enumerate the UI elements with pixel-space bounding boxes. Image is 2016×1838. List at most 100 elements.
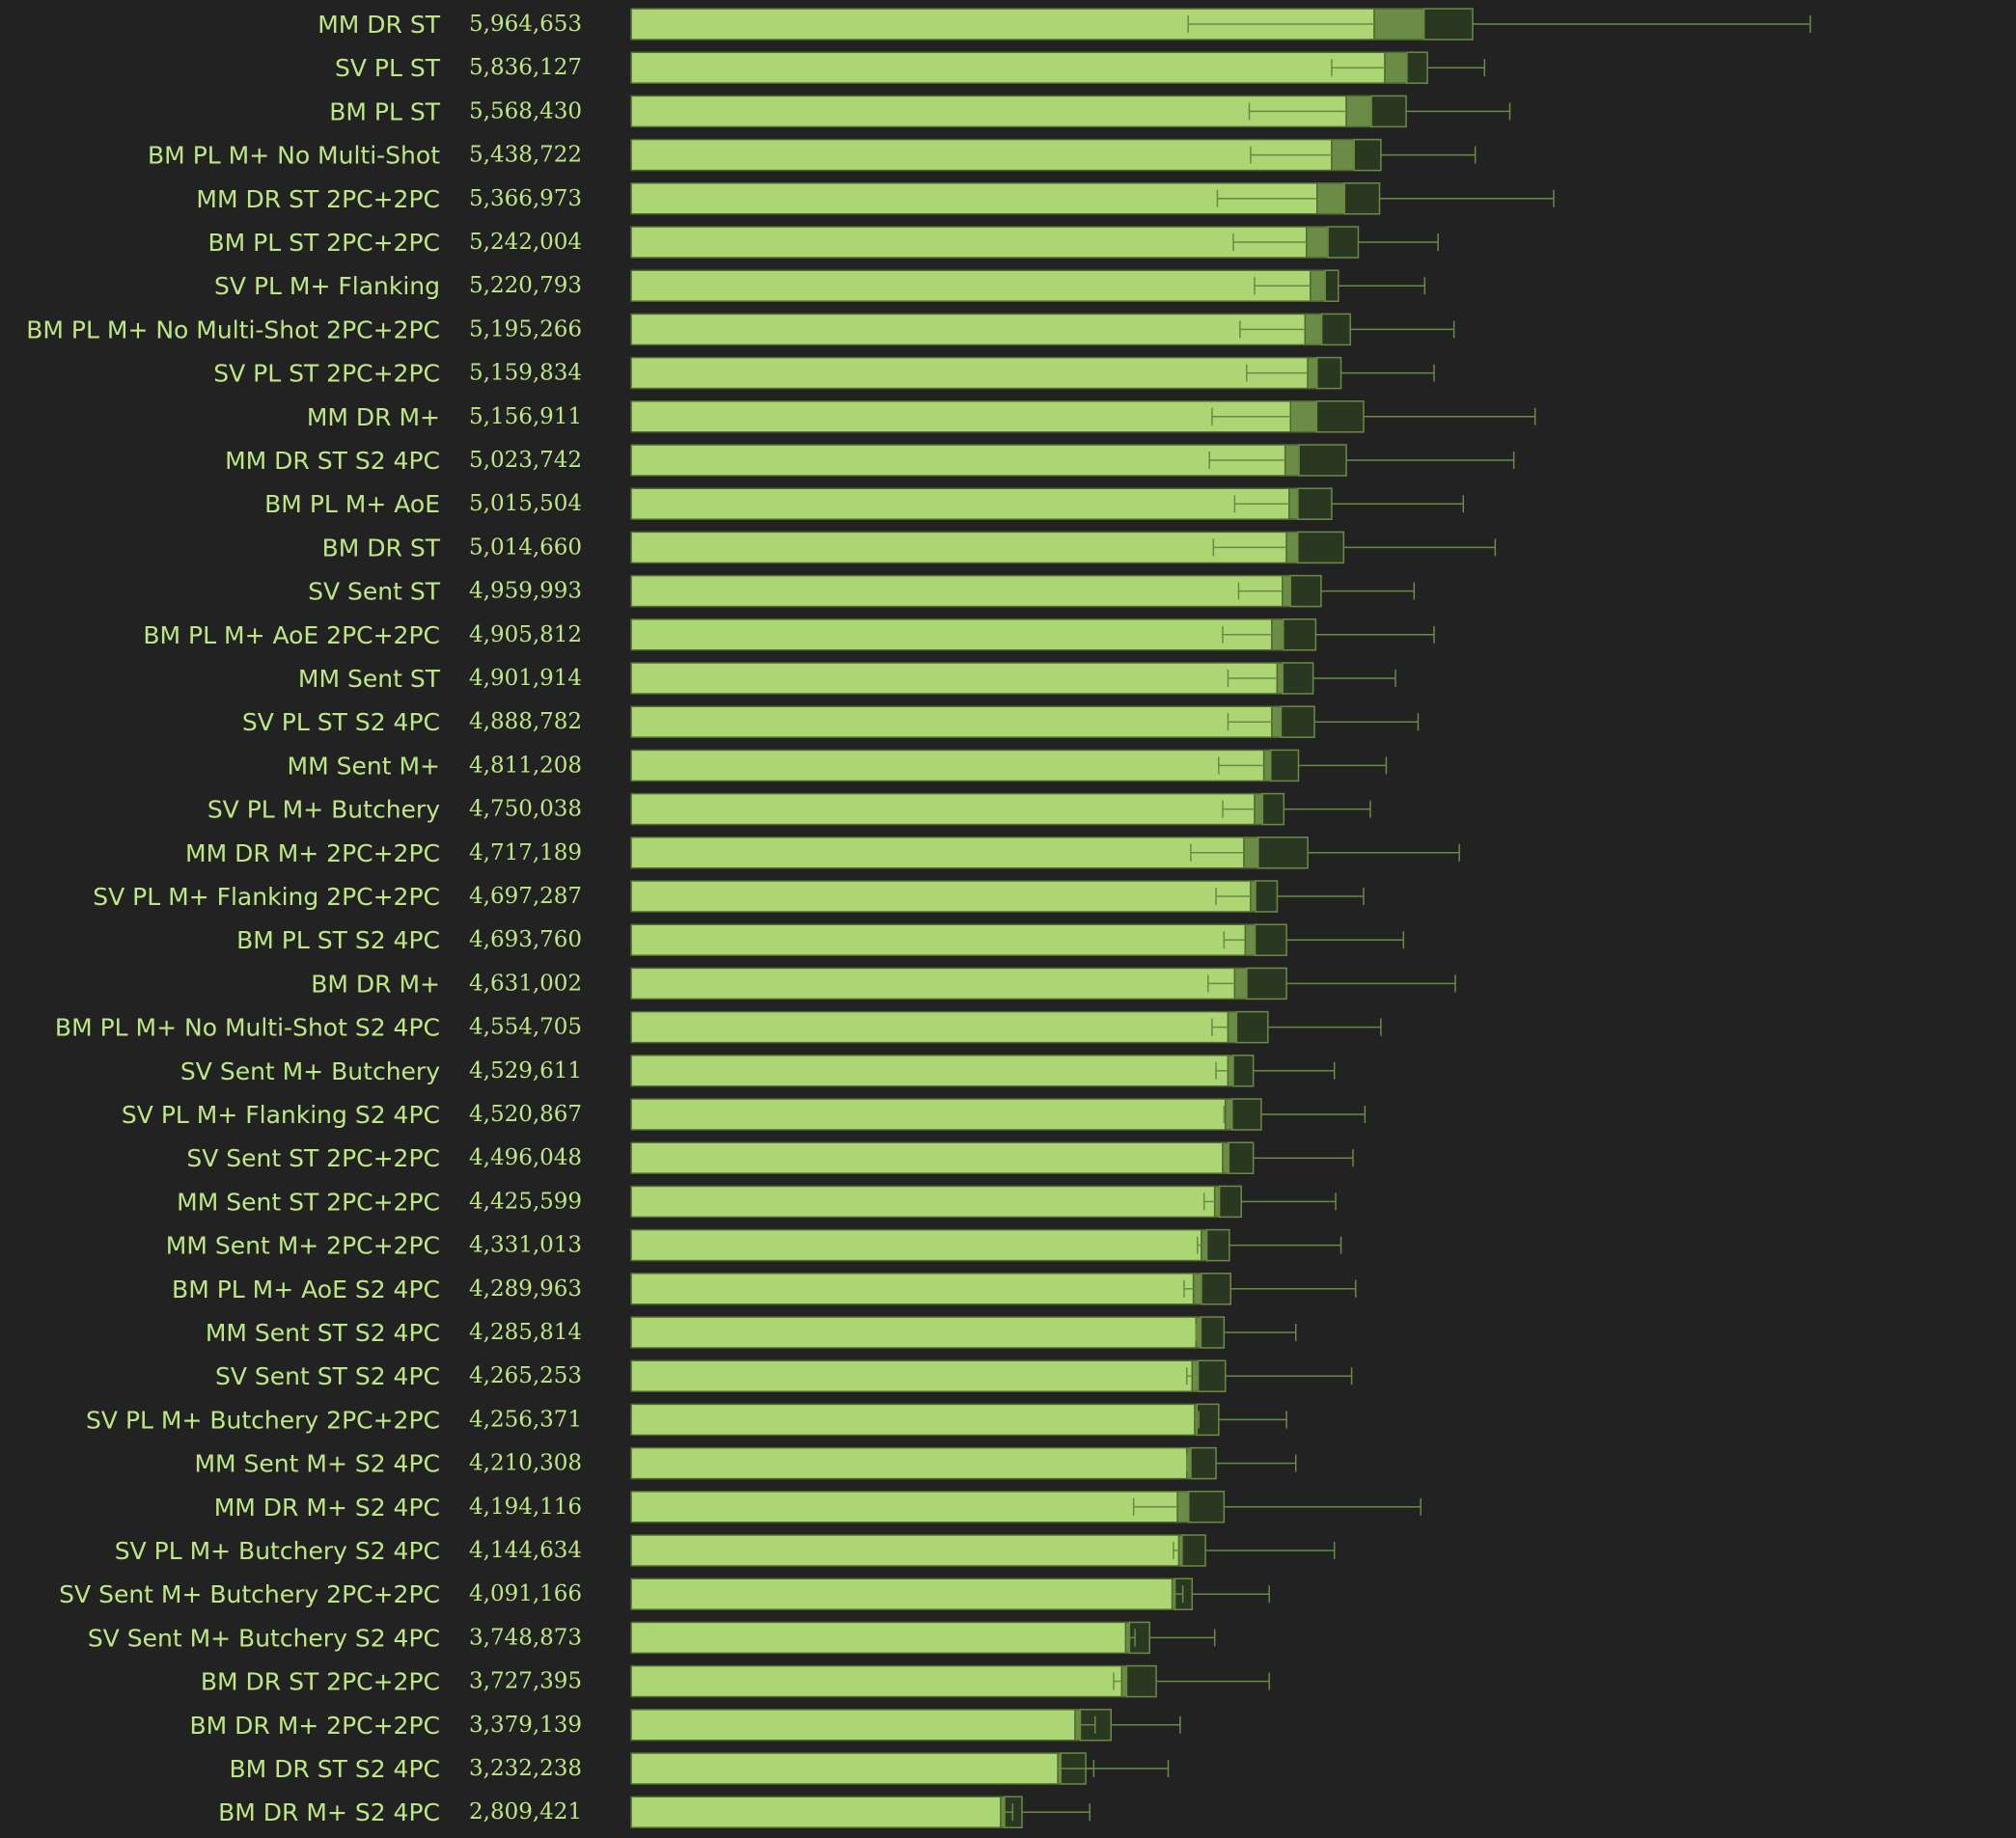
box-lower: [1201, 1228, 1208, 1262]
bar: [630, 967, 1236, 1001]
category-label: SV PL M+ Butchery S2 4PC: [115, 1537, 440, 1565]
box-upper: [1232, 1055, 1255, 1087]
box-upper: [1269, 749, 1300, 782]
bar-row: MM Sent M+ 4,811,208: [288, 749, 1388, 782]
category-label: SV Sent M+ Butchery S2 4PC: [88, 1624, 440, 1652]
box-lower: [1288, 487, 1299, 520]
value-label: 5,014,660: [469, 535, 582, 560]
category-label: BM PL M+ AoE 2PC+2PC: [143, 621, 440, 649]
value-label: 4,811,208: [469, 753, 582, 778]
bar-row: BM DR ST 2PC+2PC 3,727,395: [201, 1664, 1270, 1698]
value-label: 3,232,238: [469, 1756, 582, 1781]
value-label: 4,265,253: [469, 1363, 582, 1388]
box-lower: [1284, 444, 1300, 477]
category-label: SV PL M+ Butchery 2PC+2PC: [86, 1406, 440, 1434]
box-upper: [1235, 1010, 1269, 1044]
bar: [630, 487, 1290, 520]
box-upper: [1205, 1228, 1230, 1262]
box-lower: [1120, 1664, 1128, 1698]
bar-row: SV Sent M+ Butchery 2PC+2PC 4,091,166: [59, 1577, 1270, 1610]
box-lower: [1276, 662, 1284, 695]
box-upper: [1370, 95, 1407, 128]
category-label: BM PL M+ No Multi-Shot: [148, 142, 440, 170]
box-lower: [1262, 749, 1272, 782]
box-lower: [1384, 51, 1408, 84]
bar: [630, 226, 1308, 259]
value-label: 4,959,993: [469, 579, 582, 604]
box-upper: [1320, 313, 1351, 346]
bar: [630, 1577, 1174, 1610]
bar-row: SV PL M+ Butchery 4,750,038: [207, 792, 1371, 826]
value-label: 4,194,116: [469, 1495, 582, 1520]
box-upper: [1261, 792, 1285, 826]
bar: [630, 400, 1291, 433]
value-label: 5,159,834: [469, 361, 582, 386]
bar-row: BM PL ST 5,568,430: [329, 95, 1511, 128]
value-label: 4,888,782: [469, 709, 582, 734]
bar-row: SV PL M+ Butchery 2PC+2PC 4,256,371: [86, 1403, 1287, 1437]
bar: [630, 1796, 1002, 1828]
box-upper: [1289, 574, 1322, 608]
bar-row: SV PL ST 2PC+2PC 5,159,834: [213, 356, 1435, 390]
bar: [630, 1534, 1180, 1567]
category-label: SV PL ST: [335, 54, 441, 82]
box-upper: [1255, 880, 1279, 913]
bar: [630, 1752, 1059, 1785]
category-label: MM DR M+ S2 4PC: [214, 1494, 440, 1522]
category-label: BM PL ST S2 4PC: [236, 926, 440, 954]
bar: [630, 1403, 1196, 1437]
box-lower: [1271, 705, 1283, 738]
value-label: 4,496,048: [469, 1145, 582, 1170]
category-label: SV Sent ST: [308, 578, 441, 606]
value-label: 2,809,421: [469, 1799, 582, 1824]
bar-row: BM PL ST 2PC+2PC 5,242,004: [207, 226, 1439, 259]
box-upper: [1280, 705, 1315, 738]
category-label: MM Sent ST S2 4PC: [206, 1319, 440, 1347]
bar-row: SV Sent ST S2 4PC 4,265,253: [215, 1359, 1353, 1392]
value-label: 4,210,308: [469, 1451, 582, 1476]
value-label: 4,144,634: [469, 1538, 582, 1563]
box-upper: [1196, 1403, 1220, 1437]
bar-row: MM Sent ST 2PC+2PC 4,425,599: [177, 1185, 1337, 1219]
box-lower: [1227, 1010, 1238, 1044]
box-lower: [1331, 138, 1355, 172]
bar-row: MM DR M+ 5,156,911: [307, 400, 1536, 433]
bar-row: BM DR M+ S2 4PC 2,809,421: [218, 1796, 1091, 1828]
box-upper: [1298, 444, 1347, 477]
bar-row: SV Sent ST 2PC+2PC 4,496,048: [186, 1141, 1354, 1174]
bar: [630, 356, 1309, 390]
bar-row: SV PL ST S2 4PC 4,888,782: [242, 705, 1420, 738]
box-upper: [1187, 1491, 1226, 1523]
bar-row: BM DR M+ 4,631,002: [311, 967, 1456, 1001]
value-label: 5,195,266: [469, 316, 582, 342]
bar-row: MM Sent ST 4,901,914: [298, 662, 1396, 695]
bar: [630, 923, 1247, 956]
value-label: 5,836,127: [469, 55, 582, 80]
box-lower: [1282, 574, 1291, 608]
category-label: SV PL M+ Butchery: [207, 796, 440, 824]
value-label: 4,693,760: [469, 927, 582, 952]
box-lower: [1345, 95, 1372, 128]
box-upper: [1201, 1273, 1231, 1305]
box-lower: [1227, 1055, 1234, 1087]
bar-row: SV PL M+ Flanking 5,220,793: [214, 269, 1426, 302]
box-upper: [1422, 8, 1474, 41]
box-upper: [1200, 1316, 1226, 1349]
bar: [630, 705, 1273, 738]
bar-row: BM PL ST S2 4PC 4,693,760: [236, 923, 1405, 956]
bar: [630, 95, 1347, 128]
category-label: MM Sent M+: [288, 752, 440, 780]
bar: [630, 1359, 1194, 1392]
category-label: BM DR M+: [311, 970, 440, 998]
bar-row: MM DR M+ 2PC+2PC 4,717,189: [185, 837, 1460, 869]
bar-row: SV Sent M+ Butchery 4,529,611: [180, 1055, 1336, 1087]
category-label: SV PL ST S2 4PC: [242, 708, 440, 736]
box-upper: [1228, 1141, 1255, 1174]
category-label: MM DR ST 2PC+2PC: [196, 185, 440, 213]
value-label: 4,554,705: [469, 1015, 582, 1040]
box-lower: [1254, 792, 1264, 826]
value-label: 5,023,742: [469, 448, 582, 473]
bar: [630, 618, 1273, 651]
box-lower: [1192, 1273, 1202, 1305]
bar: [630, 749, 1265, 782]
